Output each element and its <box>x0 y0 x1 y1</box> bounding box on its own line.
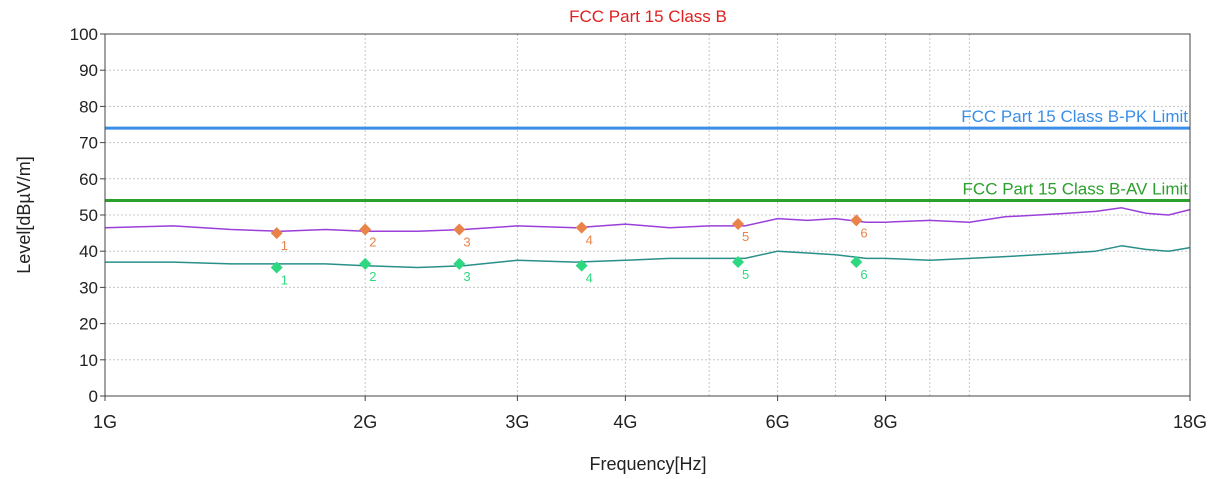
marker-label: 1 <box>281 238 288 253</box>
x-axis-label: Frequency[Hz] <box>589 454 706 474</box>
marker-point <box>453 257 466 270</box>
marker-label: 5 <box>742 267 749 282</box>
y-tick-label: 60 <box>79 170 98 189</box>
x-tick-label: 2G <box>353 412 377 432</box>
x-axis-ticks: 1G 2G 3G 4G 6G 8G 18G <box>93 396 1207 432</box>
y-tick-label: 20 <box>79 315 98 334</box>
marker-point <box>359 223 372 236</box>
marker-point <box>359 257 372 270</box>
series-line <box>104 207 1191 233</box>
y-tick-label: 70 <box>79 134 98 153</box>
y-axis-label: Level[dBµV/m] <box>14 156 34 273</box>
chart-title: FCC Part 15 Class B <box>569 7 727 26</box>
series-lines <box>104 207 1191 269</box>
marker-label: 6 <box>860 267 867 282</box>
limit-line-label: FCC Part 15 Class B-AV Limit <box>963 180 1189 199</box>
marker-label: 6 <box>860 225 867 240</box>
marker-point <box>575 259 588 272</box>
marker-label: 3 <box>463 269 470 284</box>
x-tick-label: 4G <box>613 412 637 432</box>
markers: 1 2 3 4 5 6 1 2 3 4 5 6 <box>270 214 868 287</box>
x-tick-label: 8G <box>874 412 898 432</box>
y-tick-label: 30 <box>79 278 98 297</box>
y-axis-ticks: 0 10 20 30 40 50 60 70 80 90 100 <box>70 25 105 406</box>
marker-label: 4 <box>586 233 593 248</box>
marker-label: 2 <box>369 234 376 249</box>
marker-point <box>453 223 466 236</box>
x-tick-label: 6G <box>766 412 790 432</box>
grid <box>105 34 1190 396</box>
limit-lines: FCC Part 15 Class B-PK Limit FCC Part 15 … <box>105 107 1190 203</box>
y-tick-label: 90 <box>79 61 98 80</box>
marker-label: 1 <box>281 272 288 287</box>
marker-point <box>850 256 863 269</box>
y-tick-label: 40 <box>79 242 98 261</box>
limit-line-label: FCC Part 15 Class B-PK Limit <box>961 107 1188 126</box>
x-tick-label: 18G <box>1173 412 1207 432</box>
y-tick-label: 0 <box>89 387 98 406</box>
x-tick-label: 1G <box>93 412 117 432</box>
marker-label: 5 <box>742 229 749 244</box>
marker-point <box>732 218 745 231</box>
marker-point <box>575 221 588 234</box>
marker-point <box>270 261 283 274</box>
x-tick-label: 3G <box>505 412 529 432</box>
y-tick-label: 100 <box>70 25 98 44</box>
y-tick-label: 10 <box>79 351 98 370</box>
y-tick-label: 50 <box>79 206 98 225</box>
marker-point <box>270 227 283 240</box>
marker-label: 4 <box>586 271 593 286</box>
marker-label: 3 <box>463 234 470 249</box>
y-tick-label: 80 <box>79 97 98 116</box>
marker-point <box>732 256 745 269</box>
marker-point <box>850 214 863 227</box>
series-line <box>105 245 1191 269</box>
marker-label: 2 <box>369 269 376 284</box>
